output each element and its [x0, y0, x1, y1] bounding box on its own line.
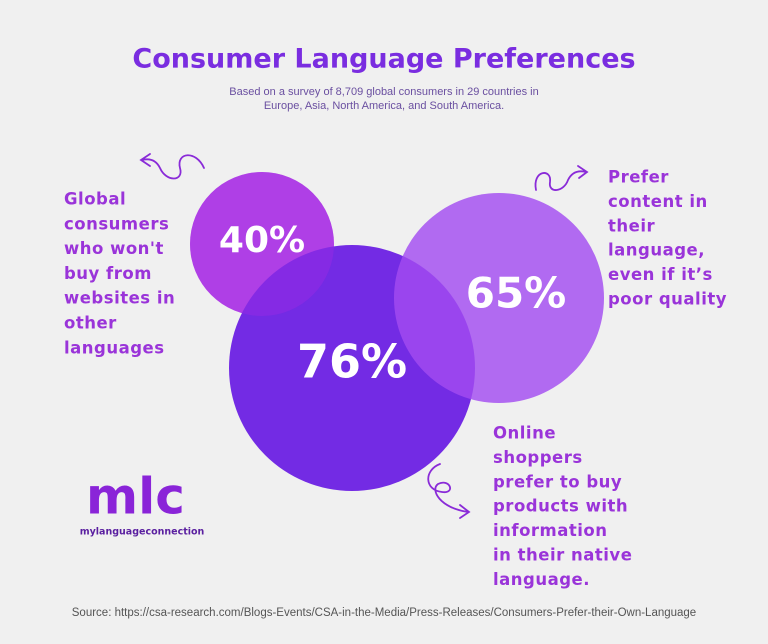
label-line: prefer to buy [493, 472, 622, 491]
logo-mark: mlc [86, 468, 185, 526]
label-line: their [608, 216, 655, 235]
label-line: products with [493, 497, 628, 516]
logo-name: mylanguageconnection [80, 527, 205, 538]
label-line: who won't [64, 239, 164, 258]
subtitle: Europe, Asia, North America, and South A… [264, 100, 504, 112]
stat-value: 65% [466, 269, 567, 318]
stat-label: Prefer content in their language, even if it… [608, 168, 727, 309]
arrow [534, 165, 589, 191]
arrow [139, 153, 205, 180]
stat-label: Online shoppers prefer to buy products with… [493, 424, 632, 589]
title: Consumer Language Preferences [132, 44, 635, 75]
arrow [427, 463, 471, 519]
circle-65 [394, 193, 604, 403]
label-line: Global [64, 190, 126, 209]
label-line: buy from [64, 264, 152, 283]
label-line: poor quality [608, 290, 727, 309]
label-line: Online [493, 424, 556, 443]
label-line: shoppers [493, 448, 583, 467]
label-line: even if it’s [608, 265, 713, 284]
label-line: information [493, 521, 608, 540]
stat-value: 76% [297, 335, 407, 389]
circle-40-overlay [190, 172, 334, 316]
label-line: languages [64, 338, 165, 357]
label-line: other [64, 314, 117, 333]
label-line: content in [608, 192, 708, 211]
label-line: consumers [64, 214, 169, 233]
subtitle: Based on a survey of 8,709 global consum… [229, 86, 538, 98]
stat-label: Global consumers who won't buy from websites… [64, 190, 175, 358]
stat-value: 40% [219, 220, 305, 261]
label-line: in their native [493, 546, 632, 565]
source: Source: https://csa-research.com/Blogs-E… [72, 607, 696, 619]
label-line: websites in [64, 289, 175, 308]
label-line: language, [608, 241, 705, 260]
label-line: language. [493, 570, 590, 589]
label-line: Prefer [608, 168, 669, 187]
